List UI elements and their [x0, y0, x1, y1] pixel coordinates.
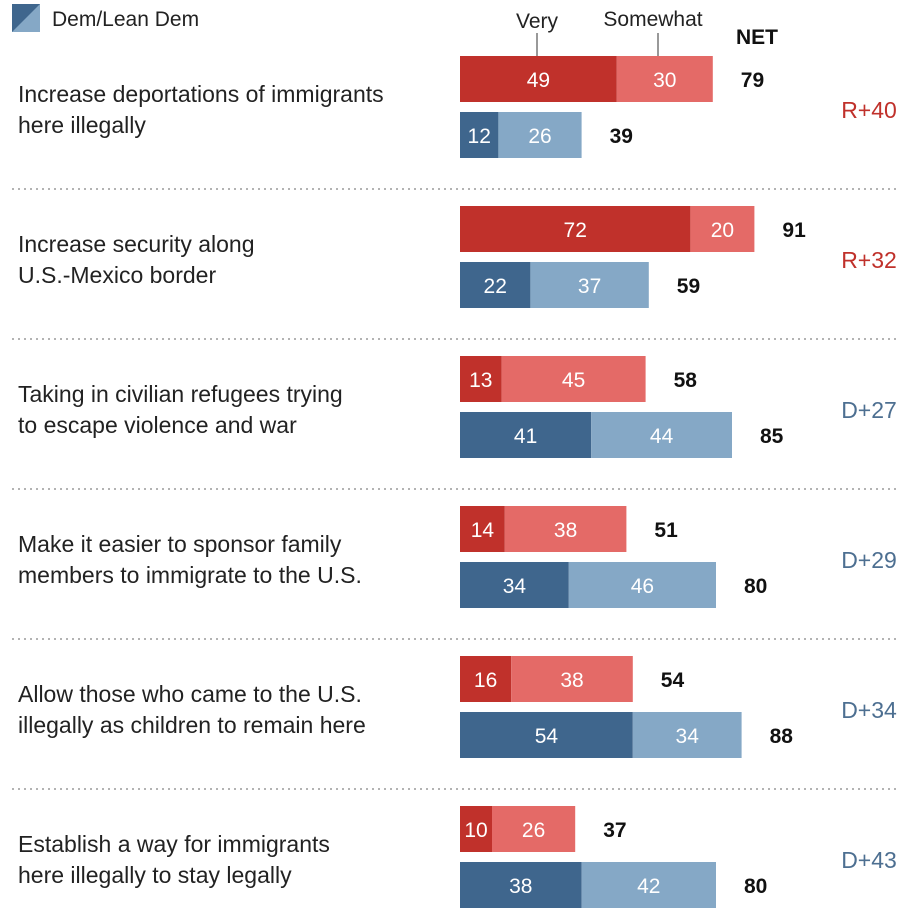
- rep-somewhat-value: 45: [562, 369, 585, 392]
- rep-somewhat-bar: [501, 356, 646, 402]
- dem-somewhat-bar: [632, 712, 742, 758]
- rep-somewhat-bar: [504, 506, 627, 552]
- rep-somewhat-value: 26: [522, 819, 545, 842]
- row-4: Make it easier to sponsor family members …: [12, 506, 898, 640]
- rep-somewhat-value: 30: [653, 69, 676, 92]
- rep-somewhat-bar: [690, 206, 755, 252]
- rep-somewhat-value: 38: [554, 519, 577, 542]
- rep-very-bar: [460, 806, 492, 852]
- rep-net-value: 79: [741, 69, 764, 92]
- dem-very-bar: [460, 562, 569, 608]
- rep-very-bar: [460, 356, 502, 402]
- dem-very-bar: [460, 262, 531, 308]
- dem-very-bar: [460, 712, 633, 758]
- row-2: Increase security along U.S.-Mexico borde…: [12, 206, 898, 340]
- gap-value: D+34: [841, 697, 897, 723]
- gap-value: D+43: [841, 847, 897, 873]
- row-1: Increase deportations of immigrants here …: [12, 56, 898, 190]
- dem-somewhat-bar: [568, 562, 716, 608]
- dem-net-value: 88: [770, 725, 794, 748]
- dem-somewhat-value: 37: [578, 275, 601, 298]
- row-label: Allow those who came to the U.S. illegall…: [18, 681, 366, 738]
- row-label: Increase deportations of immigrants here …: [18, 81, 384, 138]
- dem-very-value: 34: [503, 575, 527, 598]
- rep-net-value: 51: [654, 519, 678, 542]
- dem-net-value: 39: [610, 125, 633, 148]
- rep-net-value: 58: [674, 369, 698, 392]
- dem-very-value: 54: [535, 725, 559, 748]
- rep-somewhat-value: 20: [711, 219, 734, 242]
- header-somewhat: Somewhat: [603, 8, 702, 31]
- legend: Dem/Lean Dem: [12, 4, 199, 32]
- dem-very-value: 41: [514, 425, 537, 448]
- rep-very-bar: [460, 206, 691, 252]
- dem-net-value: 85: [760, 425, 784, 448]
- row-3: Taking in civilian refugees trying to esc…: [12, 356, 898, 490]
- dem-somewhat-value: 46: [631, 575, 654, 598]
- row-6: Establish a way for immigrants here illeg…: [18, 806, 897, 908]
- column-headers: Very Somewhat NET: [516, 8, 778, 56]
- rep-very-value: 14: [471, 519, 495, 542]
- row-5: Allow those who came to the U.S. illegall…: [12, 656, 898, 790]
- row-label: Establish a way for immigrants here illeg…: [18, 831, 330, 888]
- gap-value: D+27: [841, 397, 897, 423]
- dem-somewhat-value: 26: [528, 125, 551, 148]
- rep-very-value: 16: [474, 669, 497, 692]
- rep-very-bar: [460, 656, 512, 702]
- gap-value: R+32: [841, 247, 897, 273]
- header-net: NET: [736, 26, 778, 49]
- dem-somewhat-bar: [581, 862, 716, 908]
- rep-somewhat-bar: [492, 806, 576, 852]
- header-very: Very: [516, 10, 559, 33]
- legend-swatch-light: [12, 4, 40, 32]
- dem-somewhat-value: 44: [650, 425, 674, 448]
- gap-value: D+29: [841, 547, 897, 573]
- dem-somewhat-bar: [591, 412, 732, 458]
- rep-net-value: 54: [661, 669, 685, 692]
- rep-somewhat-bar: [616, 56, 713, 102]
- dem-somewhat-bar: [530, 262, 649, 308]
- gap-value: R+40: [841, 97, 897, 123]
- rep-very-value: 49: [527, 69, 550, 92]
- rep-somewhat-bar: [511, 656, 633, 702]
- dem-very-value: 22: [484, 275, 507, 298]
- rep-somewhat-value: 38: [560, 669, 583, 692]
- dem-very-value: 38: [509, 875, 532, 898]
- dem-very-bar: [460, 862, 582, 908]
- row-label: Make it easier to sponsor family members …: [18, 531, 362, 588]
- legend-label: Dem/Lean Dem: [52, 8, 199, 31]
- rep-very-bar: [460, 506, 505, 552]
- rep-very-value: 13: [469, 369, 492, 392]
- rep-net-value: 91: [782, 219, 806, 242]
- row-label: Increase security along U.S.-Mexico borde…: [18, 231, 255, 288]
- dem-somewhat-value: 34: [676, 725, 700, 748]
- dem-somewhat-bar: [498, 112, 582, 158]
- dem-net-value: 80: [744, 575, 767, 598]
- rep-net-value: 37: [603, 819, 626, 842]
- dem-net-value: 59: [677, 275, 700, 298]
- row-label: Taking in civilian refugees trying to esc…: [18, 381, 343, 438]
- rep-very-value: 10: [464, 819, 487, 842]
- dem-very-value: 12: [468, 125, 491, 148]
- rep-very-value: 72: [564, 219, 587, 242]
- rep-very-bar: [460, 56, 617, 102]
- dem-very-bar: [460, 112, 499, 158]
- dem-very-bar: [460, 412, 592, 458]
- dem-somewhat-value: 42: [637, 875, 660, 898]
- chart-rows: Increase deportations of immigrants here …: [12, 56, 898, 908]
- dem-net-value: 80: [744, 875, 767, 898]
